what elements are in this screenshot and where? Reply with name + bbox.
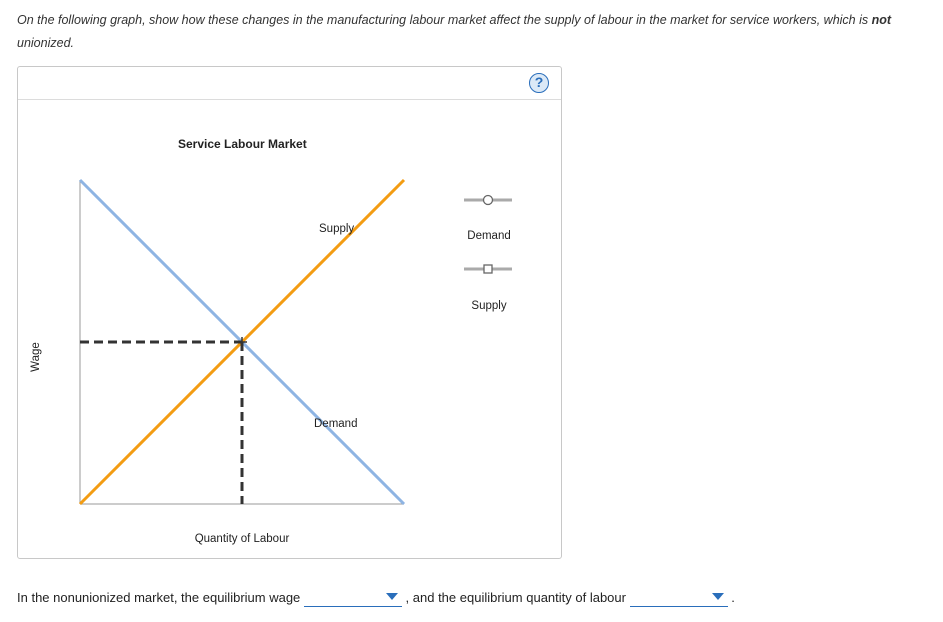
answer-prefix: In the nonunionized market, the equilibr… [17, 590, 301, 605]
answer-middle: , and the equilibrium quantity of labour [405, 590, 626, 605]
chevron-down-icon [711, 593, 724, 600]
instructions-emphasis: not [871, 13, 892, 27]
demand-curve-label: Demand [314, 418, 357, 430]
legend-demand-tool[interactable]: Demand [464, 194, 512, 243]
help-icon: ? [534, 74, 544, 90]
x-axis-label: Quantity of Labour [195, 533, 290, 545]
supply-curve-label: Supply [319, 223, 354, 235]
graph-panel: ? Service Labour Market Wage Quantity of… [17, 66, 562, 559]
legend-supply-label: Supply [471, 300, 506, 312]
equilibrium-guides [80, 337, 247, 504]
supply-tool-square-icon [483, 264, 493, 274]
wage-dropdown[interactable] [303, 588, 402, 607]
demand-tool-circle-icon [482, 194, 494, 206]
panel-divider [18, 99, 561, 100]
instructions-text-2: unionized. [17, 36, 74, 50]
y-axis-label: Wage [30, 342, 42, 372]
quantity-dropdown[interactable] [629, 588, 728, 607]
legend-demand-label: Demand [467, 230, 510, 242]
answer-suffix: . [731, 590, 735, 605]
instructions-text-1: On the following graph, show how these c… [17, 13, 872, 27]
question-instructions: On the following graph, show how these c… [17, 9, 927, 55]
legend-supply-tool[interactable]: Supply [464, 264, 512, 312]
labour-market-graph: Service Labour Market Wage Quantity of L… [30, 137, 512, 545]
help-button[interactable]: ? [529, 73, 549, 93]
chart-title: Service Labour Market [178, 137, 307, 151]
answer-row: In the nonunionized market, the equilibr… [17, 588, 735, 608]
chevron-down-icon [385, 593, 398, 600]
equilibrium-point[interactable] [237, 337, 247, 347]
